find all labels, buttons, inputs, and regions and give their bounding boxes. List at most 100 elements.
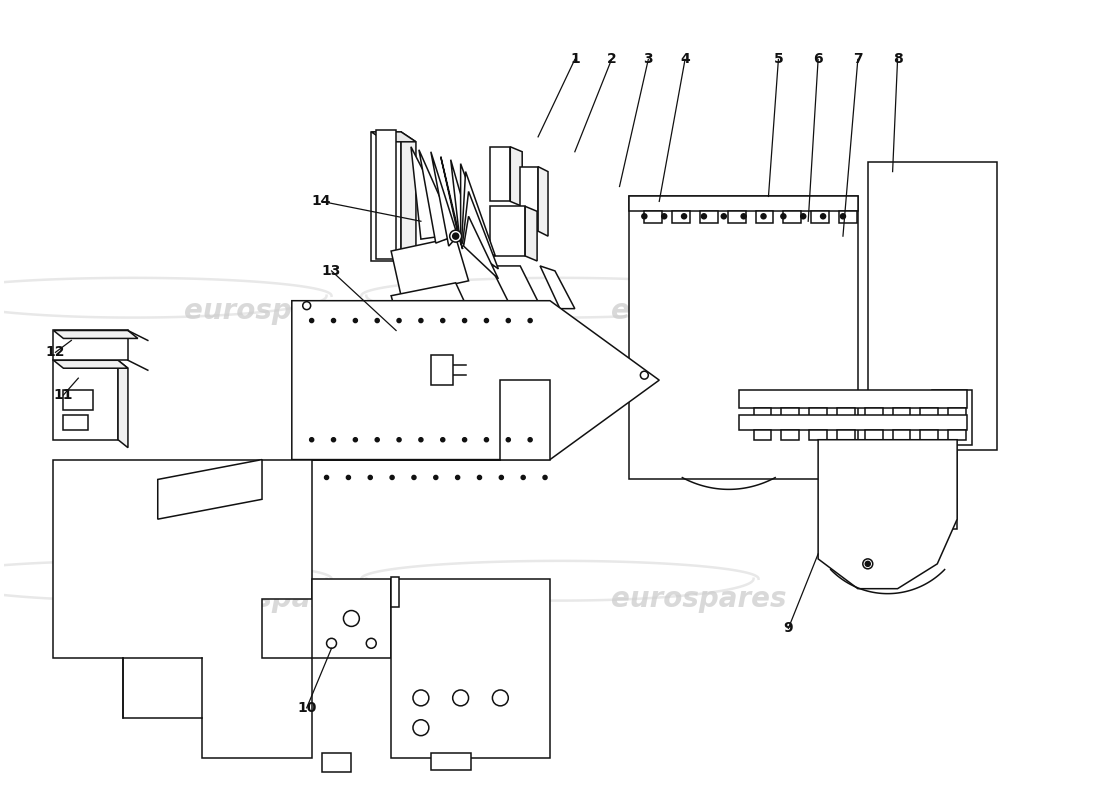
Circle shape xyxy=(722,214,726,218)
Bar xyxy=(811,211,829,223)
Text: eurospares: eurospares xyxy=(184,297,360,325)
Circle shape xyxy=(412,475,416,479)
Circle shape xyxy=(862,559,872,569)
Circle shape xyxy=(866,562,870,566)
Circle shape xyxy=(521,475,525,479)
Text: 4: 4 xyxy=(680,52,690,66)
Polygon shape xyxy=(54,360,128,368)
Circle shape xyxy=(702,214,706,218)
Text: eurospares: eurospares xyxy=(184,585,360,613)
Circle shape xyxy=(506,318,510,322)
Bar xyxy=(810,408,827,418)
Polygon shape xyxy=(908,499,957,529)
Circle shape xyxy=(761,214,766,218)
Polygon shape xyxy=(520,166,538,231)
Polygon shape xyxy=(451,160,475,246)
Circle shape xyxy=(397,438,401,442)
Polygon shape xyxy=(818,440,957,589)
Bar xyxy=(754,430,771,440)
Bar xyxy=(837,430,855,440)
Bar xyxy=(921,408,938,418)
Bar xyxy=(892,408,911,418)
Circle shape xyxy=(375,318,379,322)
Polygon shape xyxy=(372,132,402,261)
Polygon shape xyxy=(54,360,118,440)
Text: 10: 10 xyxy=(297,701,317,715)
Polygon shape xyxy=(54,330,138,338)
Text: 13: 13 xyxy=(322,264,341,278)
Polygon shape xyxy=(311,578,392,658)
Bar xyxy=(64,390,94,410)
Text: 11: 11 xyxy=(54,388,74,402)
Bar xyxy=(672,211,690,223)
Circle shape xyxy=(781,214,785,218)
Circle shape xyxy=(310,318,314,322)
Circle shape xyxy=(528,318,532,322)
Polygon shape xyxy=(463,191,498,269)
Bar xyxy=(865,408,882,418)
Circle shape xyxy=(441,438,444,442)
Bar xyxy=(783,211,801,223)
Circle shape xyxy=(543,475,547,479)
Polygon shape xyxy=(491,206,525,256)
Circle shape xyxy=(331,318,335,322)
Text: 2: 2 xyxy=(607,52,616,66)
Circle shape xyxy=(441,318,444,322)
Circle shape xyxy=(801,214,805,218)
Circle shape xyxy=(331,438,335,442)
Bar xyxy=(921,430,938,440)
Bar xyxy=(64,415,88,430)
Bar xyxy=(431,753,471,770)
Bar xyxy=(948,430,966,440)
Circle shape xyxy=(506,438,510,442)
Circle shape xyxy=(484,318,488,322)
Polygon shape xyxy=(372,132,416,142)
Circle shape xyxy=(353,438,358,442)
Circle shape xyxy=(528,438,532,442)
Circle shape xyxy=(455,475,460,479)
Polygon shape xyxy=(311,380,550,459)
Bar xyxy=(392,577,399,606)
Bar xyxy=(321,753,351,772)
Bar xyxy=(756,211,773,223)
Polygon shape xyxy=(441,157,463,249)
Polygon shape xyxy=(491,146,510,202)
Circle shape xyxy=(463,318,466,322)
Text: 14: 14 xyxy=(311,194,331,208)
Bar xyxy=(431,355,453,385)
Bar xyxy=(837,408,855,418)
Bar xyxy=(933,390,972,445)
Polygon shape xyxy=(431,152,458,246)
Polygon shape xyxy=(402,132,416,271)
Circle shape xyxy=(412,690,429,706)
Circle shape xyxy=(433,475,438,479)
Circle shape xyxy=(640,371,648,379)
Polygon shape xyxy=(157,459,262,519)
Bar xyxy=(892,430,911,440)
Text: 3: 3 xyxy=(644,52,653,66)
Polygon shape xyxy=(392,237,469,296)
Circle shape xyxy=(310,438,314,442)
Circle shape xyxy=(477,475,482,479)
Circle shape xyxy=(419,438,422,442)
Bar xyxy=(700,211,718,223)
Polygon shape xyxy=(629,197,858,211)
Polygon shape xyxy=(118,360,128,448)
Polygon shape xyxy=(540,266,575,309)
Polygon shape xyxy=(392,283,469,330)
Polygon shape xyxy=(629,197,858,479)
Bar xyxy=(781,408,800,418)
Circle shape xyxy=(453,690,469,706)
Circle shape xyxy=(397,318,401,322)
Polygon shape xyxy=(868,162,997,529)
Circle shape xyxy=(682,214,686,218)
Circle shape xyxy=(419,318,422,322)
Circle shape xyxy=(343,610,360,626)
Polygon shape xyxy=(525,206,537,261)
Circle shape xyxy=(302,302,310,310)
Bar xyxy=(839,211,857,223)
Text: 8: 8 xyxy=(893,52,902,66)
Text: eurospares: eurospares xyxy=(612,297,786,325)
Polygon shape xyxy=(463,216,498,279)
Text: 9: 9 xyxy=(783,622,793,635)
